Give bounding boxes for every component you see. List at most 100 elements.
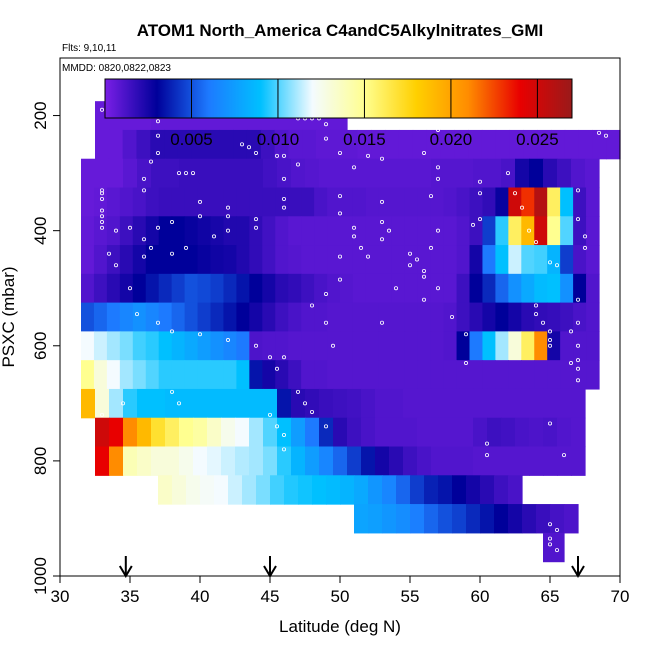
heatmap-cell <box>132 360 147 390</box>
heatmap-cell <box>275 216 289 246</box>
heatmap-cell <box>487 158 502 189</box>
heatmap-cell <box>586 216 600 246</box>
heatmap-cell <box>150 129 165 160</box>
heatmap-cell <box>193 158 208 189</box>
heatmap-cell <box>495 331 509 361</box>
heatmap-cell <box>403 446 418 476</box>
heatmap-cell <box>378 187 393 217</box>
heatmap-cell <box>521 331 535 361</box>
colorbar-tick-label: 0.015 <box>343 130 386 149</box>
heatmap-cell <box>534 302 548 332</box>
heatmap-cell <box>81 302 95 332</box>
dates-label: MMDD: 0820,0822,0823 <box>62 63 171 74</box>
sample-point <box>548 329 553 334</box>
heatmap-cell <box>298 475 313 505</box>
heatmap-cell <box>207 446 222 476</box>
heatmap-cell <box>137 446 152 476</box>
heatmap-cell <box>179 388 194 419</box>
sample-point <box>323 291 328 296</box>
heatmap-cell <box>145 302 160 332</box>
heatmap-cell <box>571 158 586 189</box>
heatmap-cell <box>106 273 121 304</box>
sample-point <box>225 214 230 219</box>
heatmap-cell <box>95 417 110 448</box>
sample-point <box>393 286 398 291</box>
heatmap-cell <box>368 504 383 534</box>
heatmap-cell <box>249 388 264 419</box>
heatmap-cell <box>214 475 229 505</box>
heatmap-cell <box>93 331 108 361</box>
sample-point <box>337 254 342 259</box>
heatmap-cell <box>534 273 548 304</box>
heatmap-cell <box>314 302 328 332</box>
heatmap-cell <box>365 216 380 246</box>
sample-points <box>100 107 609 553</box>
heatmap-cell <box>431 446 446 476</box>
heatmap-cell <box>354 504 369 534</box>
heatmap-cell <box>249 273 263 304</box>
heatmap-cell <box>145 273 160 304</box>
sample-point <box>414 257 419 262</box>
heatmap-cell <box>340 245 354 275</box>
heatmap-cell <box>459 417 474 448</box>
heatmap-cell <box>223 216 237 246</box>
sample-point <box>463 361 468 366</box>
heatmap-cell <box>398 129 414 160</box>
heatmap-cell <box>200 475 215 505</box>
heatmap-cell <box>81 360 95 390</box>
heatmap-cell <box>543 388 558 419</box>
heatmap-cell <box>361 417 376 448</box>
heatmap-cell <box>586 331 600 361</box>
heatmap-cell <box>305 446 320 476</box>
y-tick-label: 400 <box>31 216 50 244</box>
heatmap-cell <box>452 475 467 505</box>
heatmap-cell <box>151 158 166 189</box>
heatmap-cell <box>508 475 523 505</box>
heatmap-cell <box>456 216 471 246</box>
sample-point <box>421 150 426 155</box>
sample-point <box>281 153 286 158</box>
heatmap-cell <box>573 187 587 217</box>
sample-point <box>121 401 126 406</box>
heatmap-cell <box>132 187 147 217</box>
heatmap-cell <box>534 331 548 361</box>
heatmap-cell <box>119 331 134 361</box>
heatmap-cell <box>106 331 121 361</box>
heatmap-cell <box>197 331 212 361</box>
sample-point <box>548 338 553 343</box>
heatmap-cell <box>132 302 147 332</box>
heatmap-cell <box>123 158 138 189</box>
heatmap-cell <box>210 216 225 246</box>
heatmap-cell <box>249 187 263 217</box>
heatmap-cell <box>275 245 289 275</box>
heatmap-cell <box>193 417 208 448</box>
heatmap-cell <box>378 302 393 332</box>
heatmap-cell <box>404 245 419 275</box>
x-tick-label: 65 <box>541 587 560 606</box>
heatmap-cell <box>417 417 432 448</box>
sample-point <box>148 159 153 164</box>
heatmap-cell <box>391 360 406 390</box>
heatmap-cell <box>106 302 121 332</box>
heatmap-cell <box>443 360 458 390</box>
heatmap-cell <box>291 388 306 419</box>
heatmap-cell <box>571 446 586 476</box>
heatmap-cell <box>501 158 516 189</box>
sample-point <box>176 401 181 406</box>
heatmap-cell <box>547 360 561 390</box>
heatmap-cell <box>191 129 207 160</box>
heatmap-cell <box>592 129 607 160</box>
heatmap-cell <box>403 158 418 189</box>
sample-point <box>100 208 105 213</box>
heatmap-cell <box>132 273 147 304</box>
sample-point <box>555 548 560 553</box>
heatmap-cell <box>246 129 262 160</box>
heatmap-cell <box>443 273 458 304</box>
heatmap-cell <box>456 360 471 390</box>
heatmap-cell <box>495 360 509 390</box>
heatmap-cell <box>93 245 108 275</box>
heatmap-cell <box>301 331 315 361</box>
sample-point <box>351 234 356 239</box>
heatmap-cell <box>396 504 411 534</box>
heatmap-cell <box>95 388 110 419</box>
